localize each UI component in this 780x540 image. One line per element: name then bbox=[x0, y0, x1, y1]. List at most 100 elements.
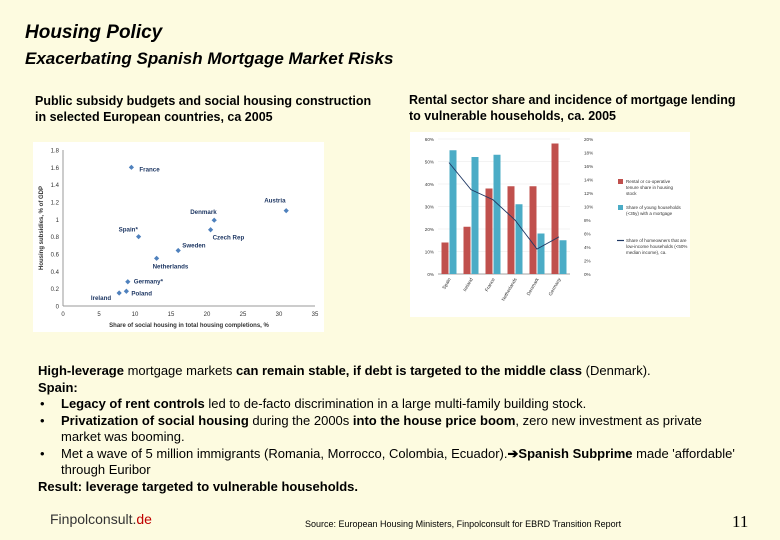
y-left-tick-label: 60% bbox=[425, 137, 434, 142]
y-right-tick-label: 0% bbox=[584, 272, 591, 277]
spain-label: Spain: bbox=[38, 379, 78, 395]
bar-young-mortgage bbox=[493, 154, 501, 274]
point-label: France bbox=[139, 166, 160, 173]
legend-label: stock bbox=[626, 191, 637, 196]
bar-young-mortgage bbox=[471, 157, 479, 274]
point-label: Poland bbox=[131, 290, 152, 297]
x-tick-label: 35 bbox=[312, 312, 319, 318]
y-tick-label: 0.6 bbox=[51, 253, 60, 259]
x-tick-label: 20 bbox=[204, 312, 211, 318]
y-right-tick-label: 12% bbox=[584, 191, 593, 196]
subsidy-scatter-chart: 0 0.2 0.4 0.6 0.8 1 1.2 1.4 1.6 1.8 0 5 10 15 20 25 30 35… bbox=[33, 142, 324, 332]
x-tick-label: 15 bbox=[168, 312, 175, 318]
legend-label: Rental or co-operative bbox=[626, 179, 671, 184]
y-tick-label: 1.2 bbox=[51, 201, 60, 207]
data-point bbox=[123, 288, 129, 294]
y-tick-label: 0.4 bbox=[51, 270, 60, 276]
bar-young-mortgage bbox=[449, 150, 457, 274]
result-line: Result: leverage targeted to vulnerable … bbox=[38, 478, 359, 494]
data-point bbox=[175, 247, 181, 254]
x-tick-label: Denmark bbox=[526, 276, 541, 296]
arrow-right-icon: ➔ bbox=[507, 445, 519, 461]
y-right-tick-label: 14% bbox=[584, 178, 593, 183]
data-point bbox=[136, 234, 142, 240]
y-tick-label: 1 bbox=[56, 218, 60, 224]
y-right-tick-label: 10% bbox=[584, 205, 593, 210]
page-subtitle: Exacerbating Spanish Mortgage Market Ris… bbox=[25, 49, 394, 68]
list-item: • Privatization of social housing during … bbox=[40, 412, 702, 445]
y-left-tick-label: 30% bbox=[425, 205, 434, 210]
x-axis-title: Share of social housing in total housing… bbox=[109, 323, 269, 329]
y-tick-label: 1.4 bbox=[51, 183, 60, 189]
legend-label: median income), ca. bbox=[626, 250, 667, 255]
legend-swatch bbox=[618, 179, 623, 184]
bar-young-mortgage bbox=[537, 233, 545, 274]
y-right-tick-label: 8% bbox=[584, 218, 591, 223]
point-label: Germany* bbox=[134, 279, 164, 286]
y-tick-label: 1.6 bbox=[51, 166, 60, 172]
y-left-tick-label: 0% bbox=[427, 272, 434, 277]
point-label: Ireland bbox=[91, 295, 112, 302]
x-tick-label: 30 bbox=[276, 312, 283, 318]
x-tick-label: 10 bbox=[132, 312, 139, 318]
bar-rental-share bbox=[507, 186, 515, 274]
y-right-tick-label: 20% bbox=[584, 137, 593, 142]
line-low-income-owners bbox=[448, 162, 560, 250]
y-right-tick-label: 2% bbox=[584, 259, 591, 264]
y-left-tick-label: 40% bbox=[425, 182, 434, 187]
bar-rental-share bbox=[529, 186, 537, 274]
bullet-list: • Legacy of rent controls led to de-facto… bbox=[38, 396, 738, 479]
y-axis-title: Housing subsidies, % of GDP bbox=[39, 186, 45, 270]
x-tick-label: Germany bbox=[548, 276, 563, 297]
y-tick-label: 0 bbox=[56, 305, 60, 311]
y-left-tick-label: 50% bbox=[425, 160, 434, 165]
y-right-tick-label: 18% bbox=[584, 151, 593, 156]
right-chart-caption: Rental sector share and incidence of mor… bbox=[409, 93, 736, 123]
legend-swatch bbox=[618, 205, 623, 210]
x-tick-label: Spain bbox=[441, 277, 452, 291]
y-left-tick-label: 20% bbox=[425, 227, 434, 232]
brand-logo: Finpolconsult.de bbox=[50, 511, 152, 527]
rental-mortgage-bar-chart: 0% 10% 20% 30% 40% 50% 60% 0% 2% 4% 6% 8% 10% 12% 14% 1… bbox=[410, 132, 690, 317]
x-tick-label: Ireland bbox=[462, 277, 475, 293]
legend-label: Share of young households bbox=[626, 205, 682, 210]
legend-label: Share of homeowners that are bbox=[626, 238, 687, 243]
legend-label: low-income households (<50% bbox=[626, 244, 687, 249]
y-tick-label: 0.2 bbox=[51, 287, 60, 293]
y-right-tick-label: 6% bbox=[584, 232, 591, 237]
point-label: Sweden bbox=[182, 243, 206, 250]
list-item: • Met a wave of 5 million immigrants (Rom… bbox=[40, 445, 735, 478]
point-label: Czech Rep bbox=[213, 235, 245, 242]
point-label: Austria bbox=[264, 198, 286, 205]
y-right-tick-label: 4% bbox=[584, 245, 591, 250]
intro-paragraph: High-leverage mortgage markets can remai… bbox=[38, 363, 651, 378]
bullet-icon: • bbox=[40, 396, 45, 411]
bullet-icon: • bbox=[40, 412, 45, 428]
point-label: Denmark bbox=[190, 209, 217, 216]
point-label: Netherlands bbox=[153, 263, 189, 270]
page-number: 11 bbox=[732, 512, 749, 531]
legend-label: tenure share in housing bbox=[626, 185, 674, 190]
bullet-icon: • bbox=[40, 445, 45, 461]
page-title: Housing Policy bbox=[25, 22, 163, 43]
x-tick-label: 25 bbox=[240, 312, 247, 318]
left-chart-caption: Public subsidy budgets and social housin… bbox=[35, 94, 372, 124]
data-point bbox=[128, 164, 134, 170]
data-point bbox=[208, 227, 214, 233]
y-left-tick-label: 10% bbox=[425, 250, 434, 255]
list-item: • Legacy of rent controls led to de-facto… bbox=[40, 396, 587, 411]
legend-label: (<35y) with a mortgage bbox=[626, 211, 673, 216]
body-text: High-leverage mortgage markets can remai… bbox=[38, 363, 738, 495]
bar-rental-share bbox=[441, 242, 449, 274]
y-tick-label: 1.8 bbox=[51, 149, 60, 155]
data-point bbox=[283, 208, 289, 214]
source-note: Source: European Housing Ministers, Finp… bbox=[305, 519, 622, 529]
x-tick-label: Netherlands bbox=[501, 276, 519, 302]
data-point bbox=[116, 290, 122, 296]
bar-young-mortgage bbox=[559, 240, 567, 274]
data-point bbox=[154, 255, 160, 261]
bar-young-mortgage bbox=[515, 204, 523, 274]
bar-rental-share bbox=[551, 143, 559, 274]
data-point bbox=[125, 279, 131, 285]
data-point bbox=[211, 217, 217, 223]
